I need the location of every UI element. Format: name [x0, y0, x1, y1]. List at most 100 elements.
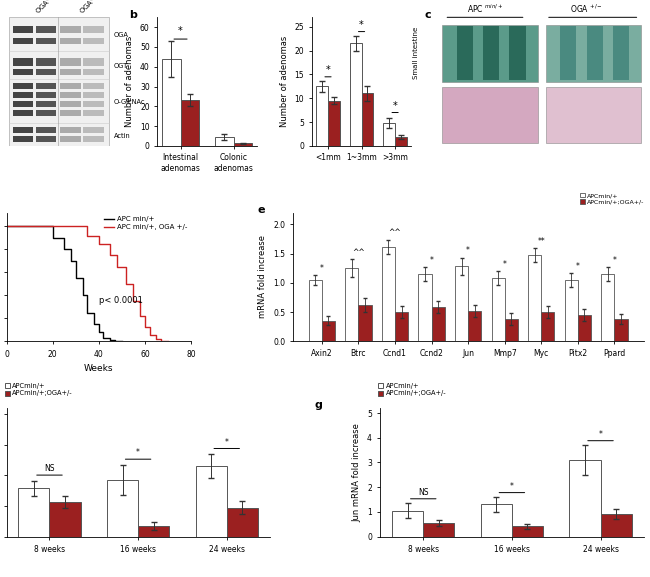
Bar: [36, 101, 57, 107]
Bar: [60, 27, 81, 33]
Bar: [83, 38, 104, 44]
Bar: [49, 503, 81, 537]
Bar: [317, 87, 328, 146]
Bar: [215, 137, 234, 146]
Bar: [83, 126, 104, 133]
Bar: [138, 526, 169, 537]
Bar: [83, 69, 104, 75]
Bar: [541, 312, 554, 341]
Bar: [382, 246, 395, 341]
Bar: [83, 101, 104, 107]
Bar: [12, 38, 33, 44]
Text: *: *: [430, 256, 434, 265]
Text: b: b: [129, 10, 137, 20]
Bar: [504, 319, 518, 341]
Bar: [36, 126, 57, 133]
Bar: [36, 69, 57, 75]
Bar: [419, 274, 432, 341]
Bar: [565, 280, 578, 341]
Y-axis label: Number of adenomas: Number of adenomas: [125, 36, 135, 127]
Text: *: *: [326, 65, 330, 75]
Text: NS: NS: [418, 488, 428, 497]
Bar: [395, 137, 407, 146]
Bar: [83, 27, 104, 33]
Bar: [36, 92, 57, 98]
Bar: [350, 43, 361, 146]
Text: *: *: [320, 264, 324, 273]
Bar: [601, 514, 632, 537]
Bar: [586, 27, 603, 80]
Bar: [36, 38, 57, 44]
Bar: [395, 312, 408, 341]
Bar: [491, 278, 504, 341]
Text: *: *: [393, 100, 397, 111]
X-axis label: Weeks: Weeks: [84, 364, 114, 373]
Text: Actin: Actin: [114, 133, 131, 138]
Bar: [456, 27, 473, 80]
Bar: [392, 511, 423, 537]
Bar: [614, 319, 627, 341]
Bar: [83, 136, 104, 142]
Legend: APCmin/+, APCmin/+;OGA+/-: APCmin/+, APCmin/+;OGA+/-: [378, 383, 447, 396]
Bar: [613, 27, 629, 80]
Bar: [12, 83, 33, 89]
Bar: [60, 38, 81, 44]
Bar: [234, 144, 252, 146]
Bar: [483, 27, 499, 80]
Text: *: *: [178, 26, 183, 36]
Bar: [468, 311, 481, 341]
Bar: [481, 504, 512, 537]
Bar: [12, 92, 33, 98]
Bar: [12, 110, 33, 117]
Text: ^^: ^^: [352, 248, 365, 257]
Bar: [36, 136, 57, 142]
Bar: [196, 466, 227, 537]
Bar: [60, 83, 81, 89]
Bar: [358, 305, 372, 341]
Bar: [309, 280, 322, 341]
Bar: [60, 110, 81, 117]
Bar: [432, 308, 445, 341]
Bar: [510, 27, 526, 80]
Text: *: *: [359, 20, 364, 29]
Text: OGA$^{+/-}$: OGA$^{+/-}$: [77, 0, 105, 17]
Bar: [60, 69, 81, 75]
Legend: APCmin/+, APCmin/+;OGA+/-: APCmin/+, APCmin/+;OGA+/-: [5, 383, 73, 396]
Bar: [12, 58, 33, 66]
Bar: [227, 508, 258, 537]
Text: g: g: [315, 400, 322, 410]
Bar: [345, 268, 358, 341]
Text: APC $^{min/+}$: APC $^{min/+}$: [467, 2, 503, 15]
Text: *: *: [466, 246, 470, 256]
Bar: [60, 126, 81, 133]
Text: *: *: [136, 448, 140, 458]
Bar: [569, 460, 601, 537]
Bar: [12, 101, 33, 107]
Bar: [443, 25, 538, 81]
Bar: [12, 27, 33, 33]
Legend: APC min/+, APC min/+, OGA +/-: APC min/+, APC min/+, OGA +/-: [104, 216, 188, 230]
Text: e: e: [257, 205, 265, 215]
Bar: [36, 58, 57, 66]
Bar: [528, 256, 541, 341]
Bar: [60, 136, 81, 142]
Bar: [60, 92, 81, 98]
Text: OGA: OGA: [114, 32, 129, 38]
Text: APC $^{min/+}$;
OGA $^{+/-}$: APC $^{min/+}$; OGA $^{+/-}$: [567, 0, 606, 15]
Bar: [12, 136, 33, 142]
Bar: [9, 17, 109, 146]
Bar: [328, 100, 340, 146]
Y-axis label: Jun mRNA fold increase: Jun mRNA fold increase: [352, 423, 361, 522]
Text: O-GlcNAc: O-GlcNAc: [114, 99, 146, 105]
Bar: [601, 274, 614, 341]
Bar: [322, 321, 335, 341]
Bar: [83, 92, 104, 98]
Bar: [18, 488, 49, 537]
Bar: [560, 27, 577, 80]
Bar: [107, 480, 138, 537]
Bar: [162, 59, 181, 146]
Text: *: *: [576, 261, 580, 271]
Bar: [60, 101, 81, 107]
Y-axis label: Number of adenomas: Number of adenomas: [280, 36, 289, 127]
Bar: [512, 526, 543, 537]
